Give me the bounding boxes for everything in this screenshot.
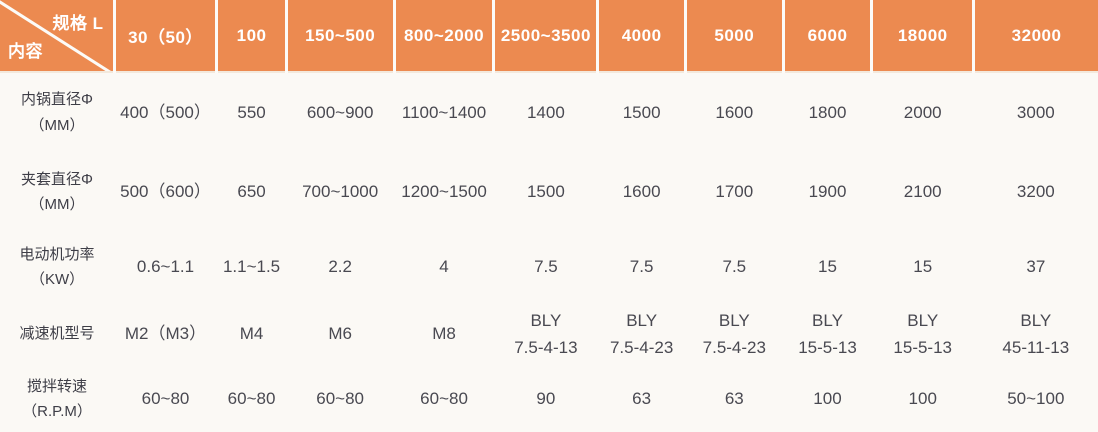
table-header: 规格 L 内容 30（50） 100 150~500 800~2000 2500…: [0, 0, 1098, 73]
table-cell: 1500: [622, 102, 661, 122]
table-cell: 100: [908, 389, 937, 409]
table-row-stirring-speed: 搅拌转速 （R.P.M） 60~80 60~80 60~80 60~80 90 …: [0, 366, 1098, 432]
table-row-reducer-model: 减速机型号 M2（M3） M4 M6 M8 BLY 7.5-4-13 BLY 7…: [0, 302, 1098, 366]
table-cell: BLY 7.5-4-23: [609, 310, 674, 357]
table-cell: 1700: [715, 182, 754, 202]
table-body: 内锅直径Φ （MM） 400（500） 550 600~900 1100~140…: [0, 72, 1098, 432]
table-cell: 1800: [808, 102, 847, 122]
table-cell: 600~900: [306, 102, 374, 122]
table-row-jacket-diameter: 夹套直径Φ （MM） 500（600） 650 700~1000 1200~15…: [0, 152, 1098, 232]
table-cell: BLY 7.5-4-13: [514, 310, 578, 357]
column-header-32000: 32000: [973, 0, 1098, 73]
table-cell: 400（500）: [120, 102, 211, 122]
table-cell: BLY 15-5-13: [798, 310, 857, 357]
table-cell: 1200~1500: [401, 182, 487, 202]
table-cell: 1600: [622, 182, 661, 202]
table-cell: 15: [913, 257, 933, 277]
column-header-30-50: 30（50）: [114, 0, 219, 73]
table-cell: 550: [237, 102, 266, 122]
table-cell: 100: [813, 389, 842, 409]
table-cell: BLY 7.5-4-23: [702, 310, 766, 357]
header-row: 规格 L 内容 30（50） 100 150~500 800~2000 2500…: [0, 0, 1098, 73]
column-header-4000: 4000: [597, 0, 687, 73]
corner-header-cell: 规格 L 内容: [0, 0, 116, 73]
table-cell: 2.2: [328, 257, 352, 277]
column-header-100: 100: [216, 0, 288, 73]
table-row-inner-pot-diameter: 内锅直径Φ （MM） 400（500） 550 600~900 1100~140…: [0, 72, 1098, 152]
table-cell: M4: [239, 324, 264, 344]
table-cell: 37: [1026, 257, 1046, 277]
table-cell: 63: [632, 389, 652, 409]
column-header-2500-3500: 2500~3500: [493, 0, 600, 73]
table-cell: 650: [237, 182, 266, 202]
table-cell: 1600: [715, 102, 754, 122]
table-cell: M6: [328, 324, 352, 344]
table-cell: 60~80: [227, 389, 276, 409]
row-label-inner-pot-diameter: 内锅直径Φ （MM）: [21, 91, 94, 134]
table-cell: 60~80: [141, 389, 190, 409]
column-header-6000: 6000: [783, 0, 874, 73]
table-cell: M8: [432, 324, 456, 344]
table-cell: 63: [724, 389, 744, 409]
table-cell: BLY 15-5-13: [893, 310, 953, 357]
table-cell: 1100~1400: [401, 102, 487, 122]
table-cell: 60~80: [316, 389, 365, 409]
table-cell: 90: [536, 389, 556, 409]
column-header-800-2000: 800~2000: [394, 0, 496, 73]
table-cell: 0.6~1.1: [136, 257, 195, 277]
table-cell: 500（600）: [120, 182, 211, 202]
table-cell: 3000: [1016, 102, 1055, 122]
table-cell: 700~1000: [302, 182, 379, 202]
row-label-reducer-model: 减速机型号: [19, 325, 95, 343]
table-cell: 7.5: [722, 257, 747, 277]
table-cell: BLY 45-11-13: [1002, 310, 1070, 357]
corner-label-spec: 规格 L: [52, 14, 104, 33]
row-label-jacket-diameter: 夹套直径Φ （MM）: [21, 170, 94, 214]
table-cell: 60~80: [420, 389, 468, 409]
column-header-5000: 5000: [685, 0, 785, 73]
table-row-motor-power: 电动机功率 （KW） 0.6~1.1 1.1~1.5 2.2 4 7.5 7.5…: [0, 232, 1098, 302]
table-cell: 2100: [903, 182, 942, 202]
table-cell: 1500: [526, 182, 565, 202]
table-cell: 7.5: [629, 257, 654, 277]
column-header-18000: 18000: [871, 0, 976, 73]
row-label-motor-power: 电动机功率 （KW）: [19, 245, 95, 289]
corner-label-content: 内容: [8, 42, 43, 61]
column-header-150-500: 150~500: [286, 0, 396, 73]
table-cell: 50~100: [1007, 389, 1065, 409]
table-cell: 15: [818, 257, 837, 277]
table-cell: 1900: [808, 182, 847, 202]
table-cell: 3200: [1016, 182, 1055, 202]
table-cell: 1400: [526, 102, 565, 122]
table-cell: 2000: [903, 102, 942, 122]
table-cell: 7.5: [534, 257, 558, 277]
table-cell: 1.1~1.5: [222, 257, 281, 277]
table-cell: 4: [439, 257, 449, 277]
table-cell: M2（M3）: [124, 324, 207, 344]
row-label-stirring-speed: 搅拌转速 （R.P.M）: [22, 377, 92, 421]
